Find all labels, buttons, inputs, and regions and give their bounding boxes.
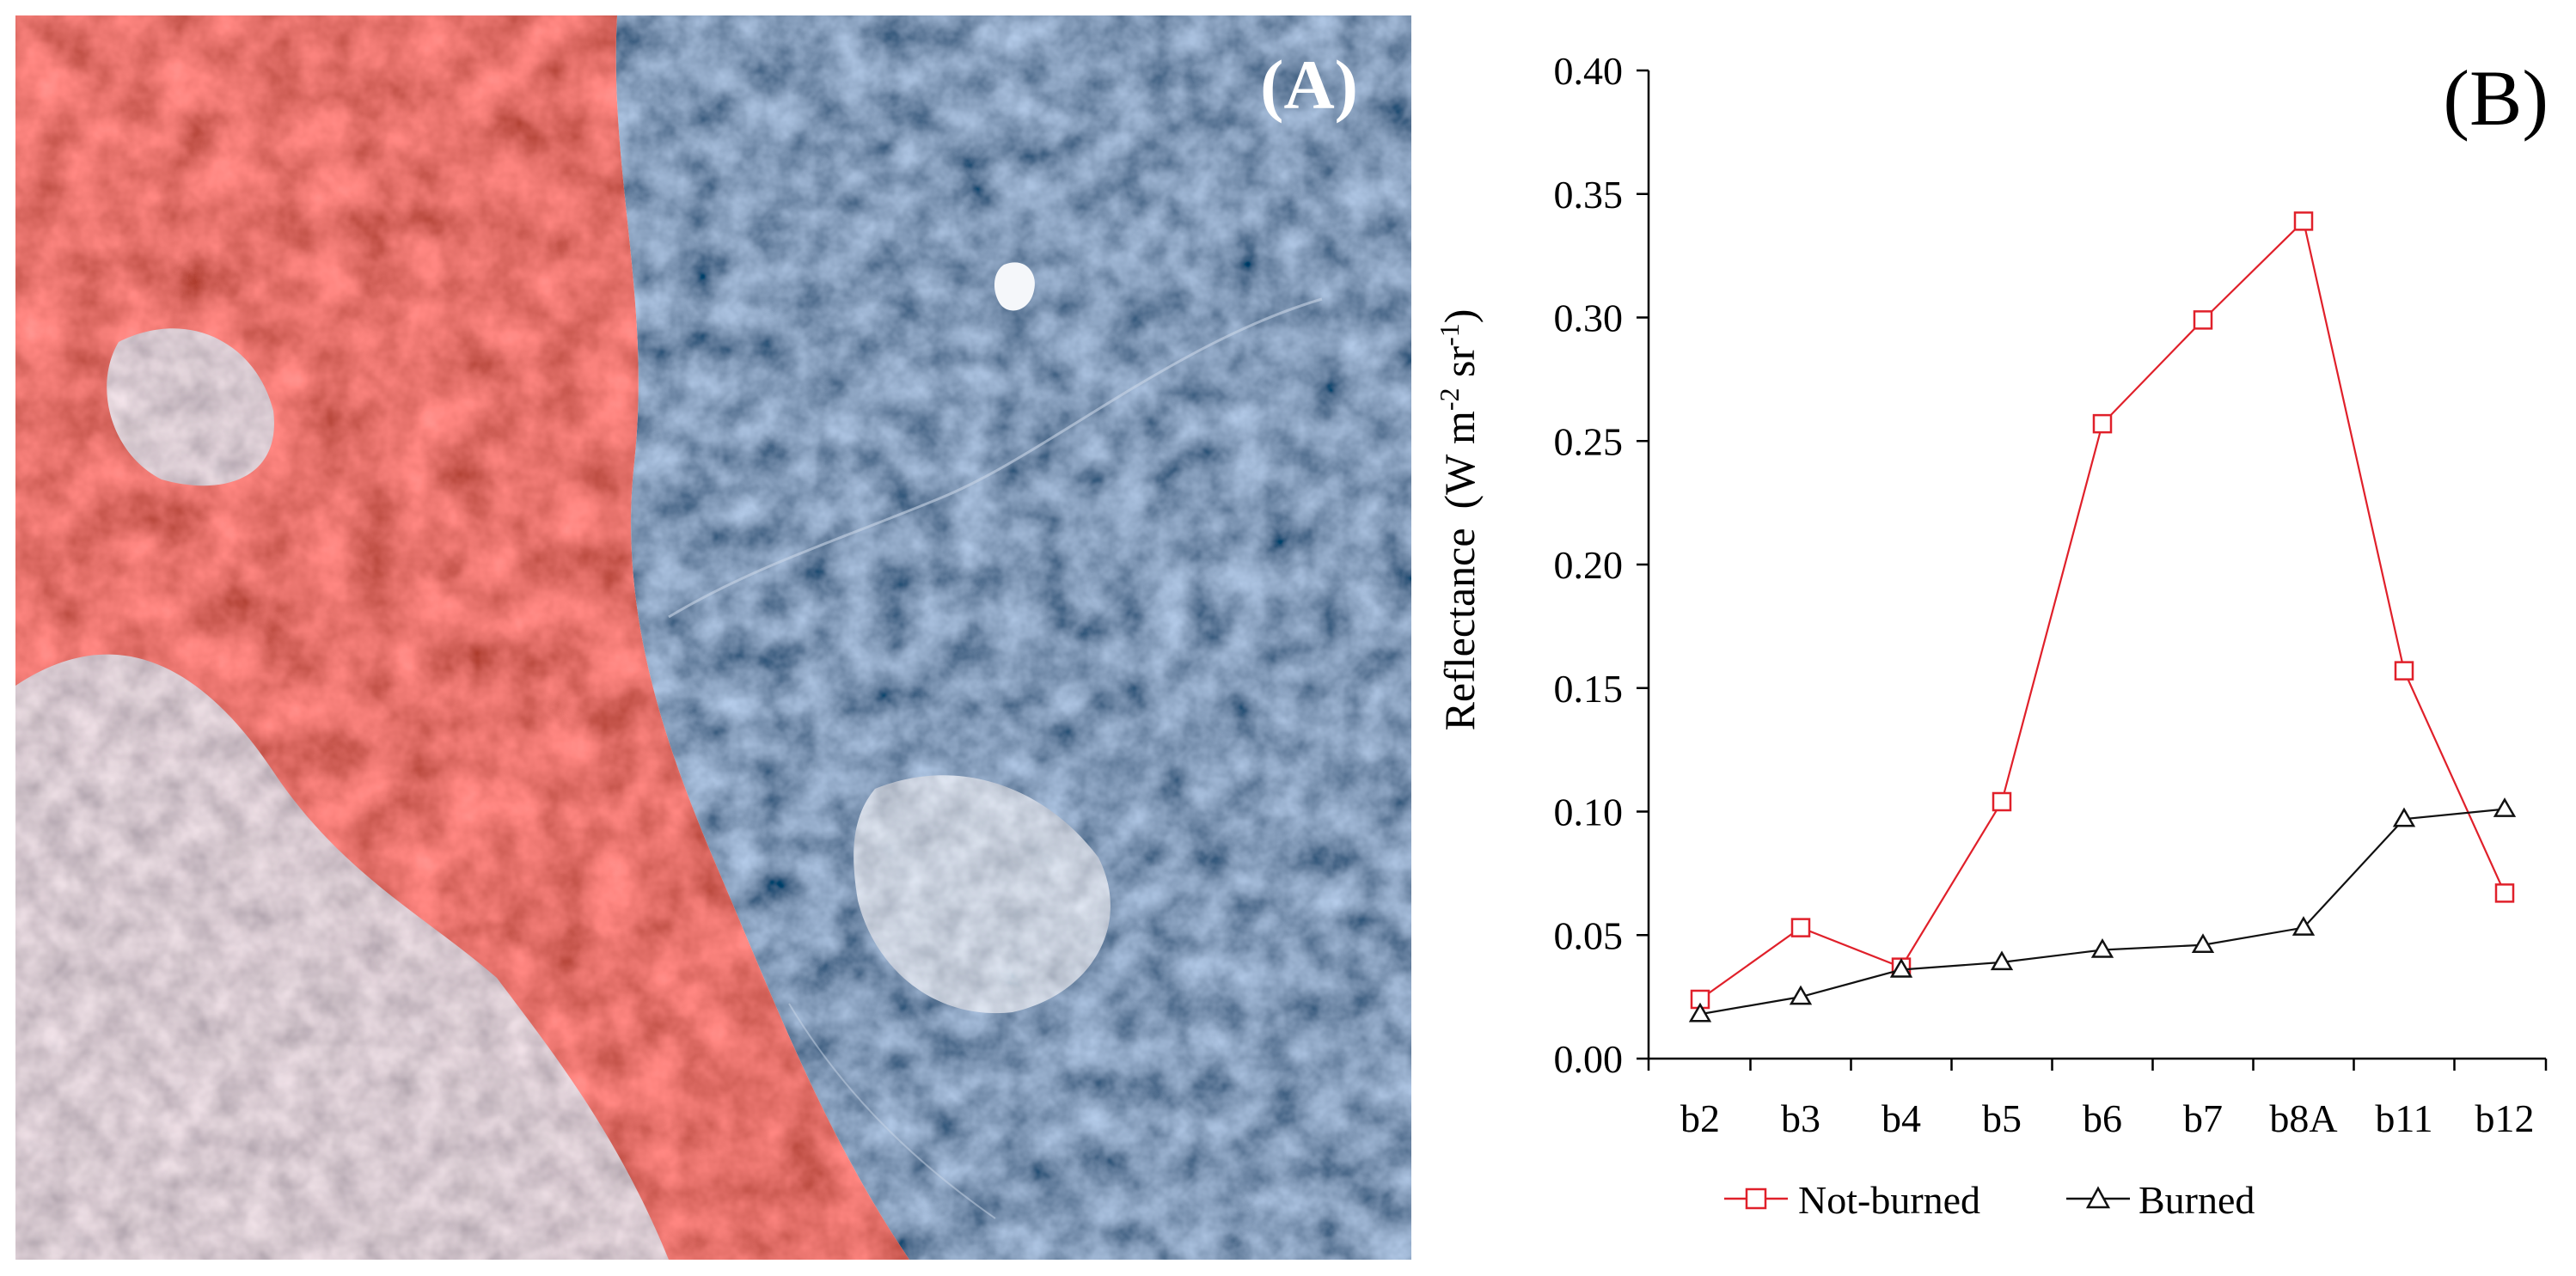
series-line	[1699, 808, 2506, 1016]
data-point-triangle	[2291, 916, 2316, 936]
x-tick-label: b5	[1982, 1096, 2022, 1140]
data-point-square	[2193, 310, 2213, 330]
y-tick-label: 0.25	[1554, 419, 1624, 463]
data-point-triangle	[1889, 958, 1913, 978]
x-tick-labels: b2 b3 b4 b5 b6 b7 b8A b11 b12	[1680, 1096, 2535, 1140]
y-axis-label-sup1: -2	[1434, 388, 1465, 411]
series-line	[1699, 219, 2506, 1000]
data-point-square	[2494, 883, 2515, 903]
legend-square-marker	[1745, 1187, 1767, 1210]
x-tick-label: b11	[2375, 1096, 2432, 1140]
x-tick-label: b2	[1680, 1096, 1720, 1140]
panel-b-label: (B)	[2443, 54, 2548, 142]
satellite-image: (A)	[15, 15, 1411, 1260]
y-tick-label: 0.30	[1554, 296, 1624, 340]
x-tick-label: b8A	[2269, 1096, 2337, 1140]
data-point-triangle	[2392, 807, 2416, 827]
y-tick-label: 0.20	[1554, 543, 1624, 587]
y-axis-label-main: Reflectance	[1435, 528, 1484, 730]
reflectance-chart-panel: 0.00 0.05 0.10 0.15 0.20 0.25 0.30 0.35 0.40 b2 b…	[1427, 0, 2576, 1276]
data-point-triangle	[2191, 933, 2215, 953]
data-point-square	[2092, 413, 2113, 434]
data-point-triangle	[1688, 1002, 1712, 1023]
data-point-square	[1790, 918, 1811, 937]
legend-triangle-marker	[2085, 1186, 2111, 1209]
y-tick-label: 0.15	[1554, 667, 1624, 711]
reflectance-chart: 0.000.050.100.150.200.250.300.350.40 b2 b…	[1434, 49, 2548, 1222]
data-point-triangle	[1990, 950, 2014, 971]
x-tick-label: b12	[2475, 1096, 2535, 1140]
x-tick-label: b3	[1781, 1096, 1820, 1140]
y-axis-label-end: )	[1435, 309, 1484, 324]
series-layer	[1688, 211, 2517, 1023]
x-tick-label: b4	[1882, 1096, 1921, 1140]
satellite-image-panel: (A)	[15, 15, 1411, 1260]
data-point-triangle	[1789, 985, 1813, 1005]
y-axis-label-sup2: -1	[1434, 323, 1465, 346]
series-not-burned	[1690, 211, 2515, 1010]
data-point-triangle	[2493, 797, 2517, 817]
data-point-square	[2394, 661, 2414, 681]
data-point-square	[1992, 791, 2012, 812]
y-tick-label: 0.10	[1554, 791, 1624, 834]
chart-axes	[1637, 69, 2548, 1071]
y-tick-label: 0.05	[1554, 913, 1624, 957]
data-point-triangle	[2090, 938, 2114, 958]
data-point-square	[2293, 211, 2314, 231]
y-tick-label: 0.35	[1554, 173, 1624, 217]
legend-label-not-burned: Not-burned	[1798, 1178, 1980, 1222]
y-tick-labels: 0.00 0.05 0.10 0.15 0.20 0.25 0.30 0.35 0.40	[1554, 49, 1624, 1081]
y-axis-label-unit: (W m	[1435, 411, 1484, 509]
x-tick-label: b7	[2183, 1096, 2223, 1140]
x-tick-label: b6	[2083, 1096, 2122, 1140]
y-tick-label: 0.00	[1554, 1037, 1624, 1081]
panel-a-label: (A)	[1260, 46, 1358, 124]
series-burned	[1688, 797, 2517, 1023]
legend-label-burned: Burned	[2139, 1178, 2255, 1222]
y-axis-label-mid: sr	[1435, 346, 1484, 388]
y-tick-label: 0.40	[1554, 49, 1624, 93]
chart-legend: Not-burned Burned	[1724, 1178, 2255, 1222]
y-axis-label: Reflectance (W m-2 sr-1)	[1434, 309, 1484, 731]
